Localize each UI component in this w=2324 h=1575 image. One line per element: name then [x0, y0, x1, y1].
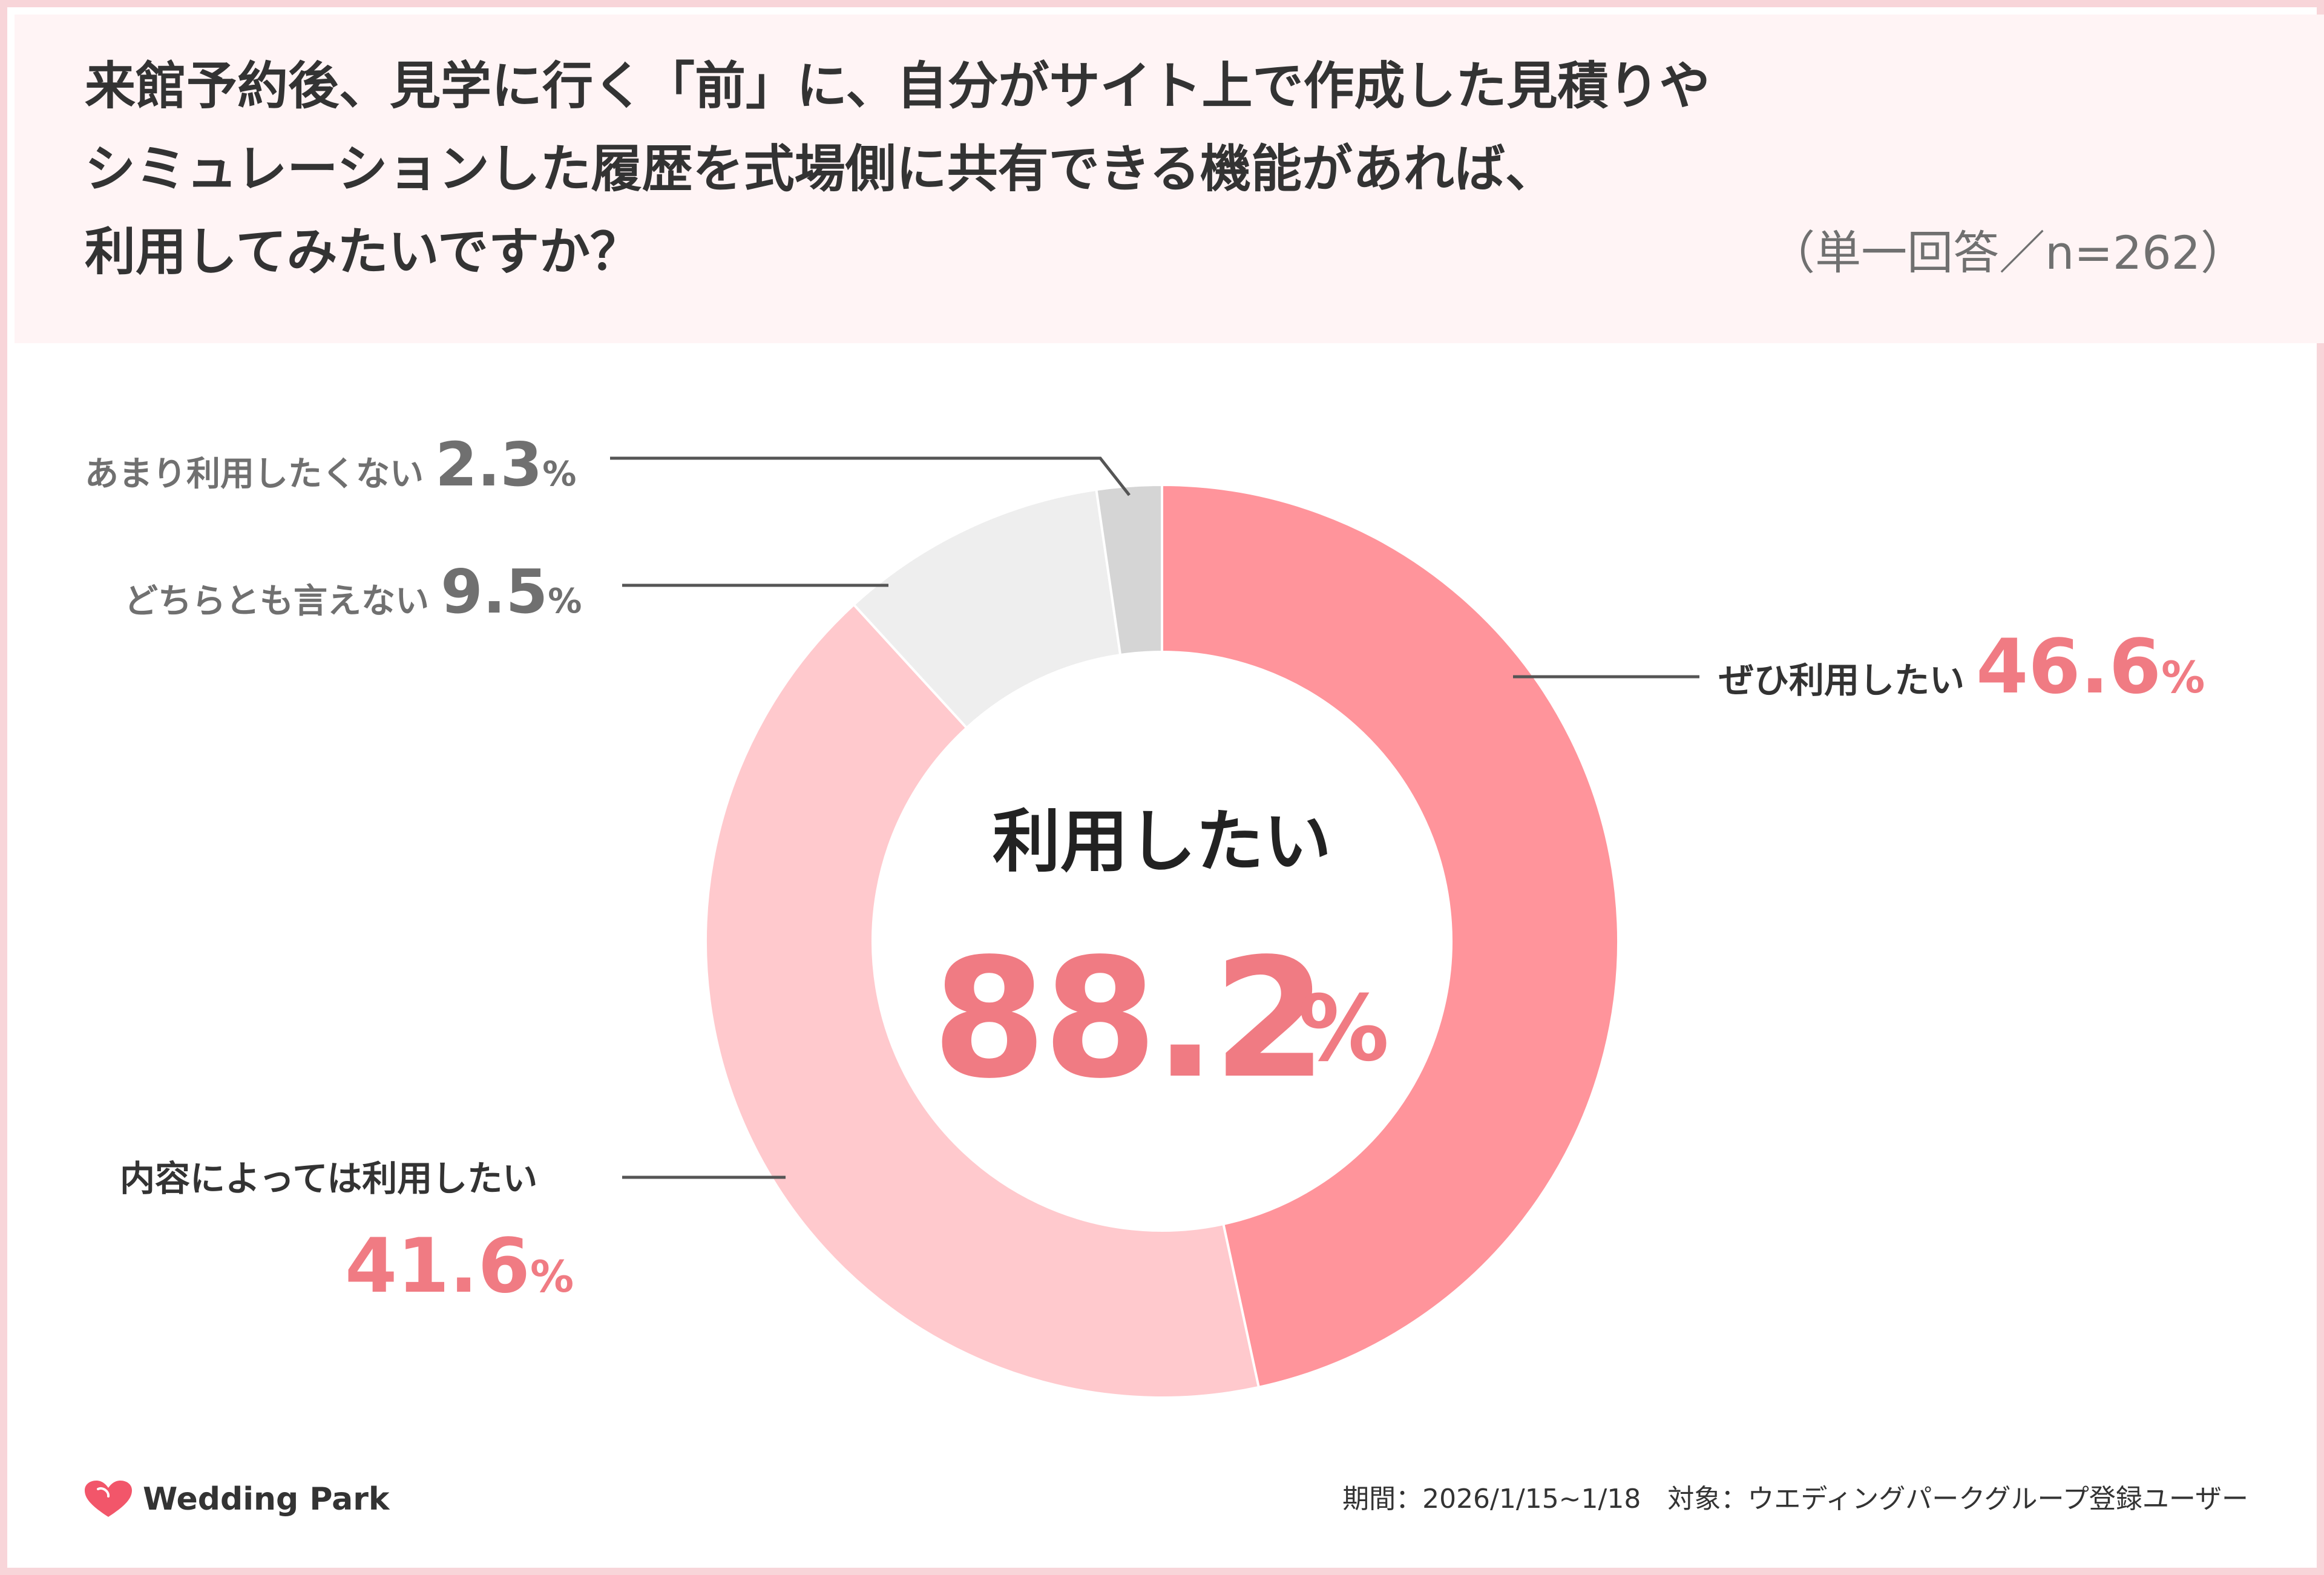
label-not-unit: % [542, 455, 577, 494]
label-want-unit: % [2161, 652, 2205, 703]
label-neutral-value: 9.5 [441, 556, 548, 627]
label-neutral-text: どちらとも言えない [124, 582, 429, 621]
slice-not [1095, 483, 1163, 657]
label-want-value: 46.6 [1976, 623, 2162, 711]
leader-line-not [610, 456, 1131, 496]
center-label: 利用したい [993, 803, 1331, 881]
label-not-text: あまり利用したくない [85, 455, 424, 494]
title-line-3: 利用してみたいですか？ [85, 222, 641, 281]
label-neutral-unit: % [548, 582, 582, 621]
sample-note: （単一回答／n=262） [1769, 226, 2247, 280]
center-value: 88.2 [932, 924, 1327, 1115]
survey-note: 期間：2026/1/15~1/18 対象：ウエディングパークグループ登録ユーザー [1342, 1484, 2248, 1514]
heart-icon [85, 1481, 132, 1517]
label-want: ぜひ利用したい 46.6% [1719, 630, 2205, 705]
label-depends-value: 41.6 [345, 1223, 530, 1310]
slice-depends [704, 603, 1261, 1399]
brand-logo: Wedding Park [85, 1481, 389, 1518]
brand-name: Wedding Park [143, 1481, 390, 1517]
label-depends: 41.6% [345, 1229, 574, 1304]
label-not-value: 2.3 [435, 429, 543, 500]
label-neutral: どちらとも言えない 9.5% [124, 562, 582, 622]
label-not: あまり利用したくない 2.3% [85, 435, 576, 495]
slice-want [1161, 483, 1620, 1389]
label-depends-text: 内容によっては利用したい [120, 1158, 538, 1199]
center-unit: % [1298, 976, 1390, 1082]
title-line-2: シミュレーションした履歴を式場側に共有できる機能があれば、 [85, 139, 1556, 199]
label-want-text: ぜひ利用したい [1719, 660, 1965, 701]
title-line-1: 来館予約後、見学に行く「前」に、自分がサイト上で作成した見積りや [85, 56, 1710, 116]
label-depends-unit: % [530, 1251, 574, 1302]
header [15, 15, 2324, 343]
